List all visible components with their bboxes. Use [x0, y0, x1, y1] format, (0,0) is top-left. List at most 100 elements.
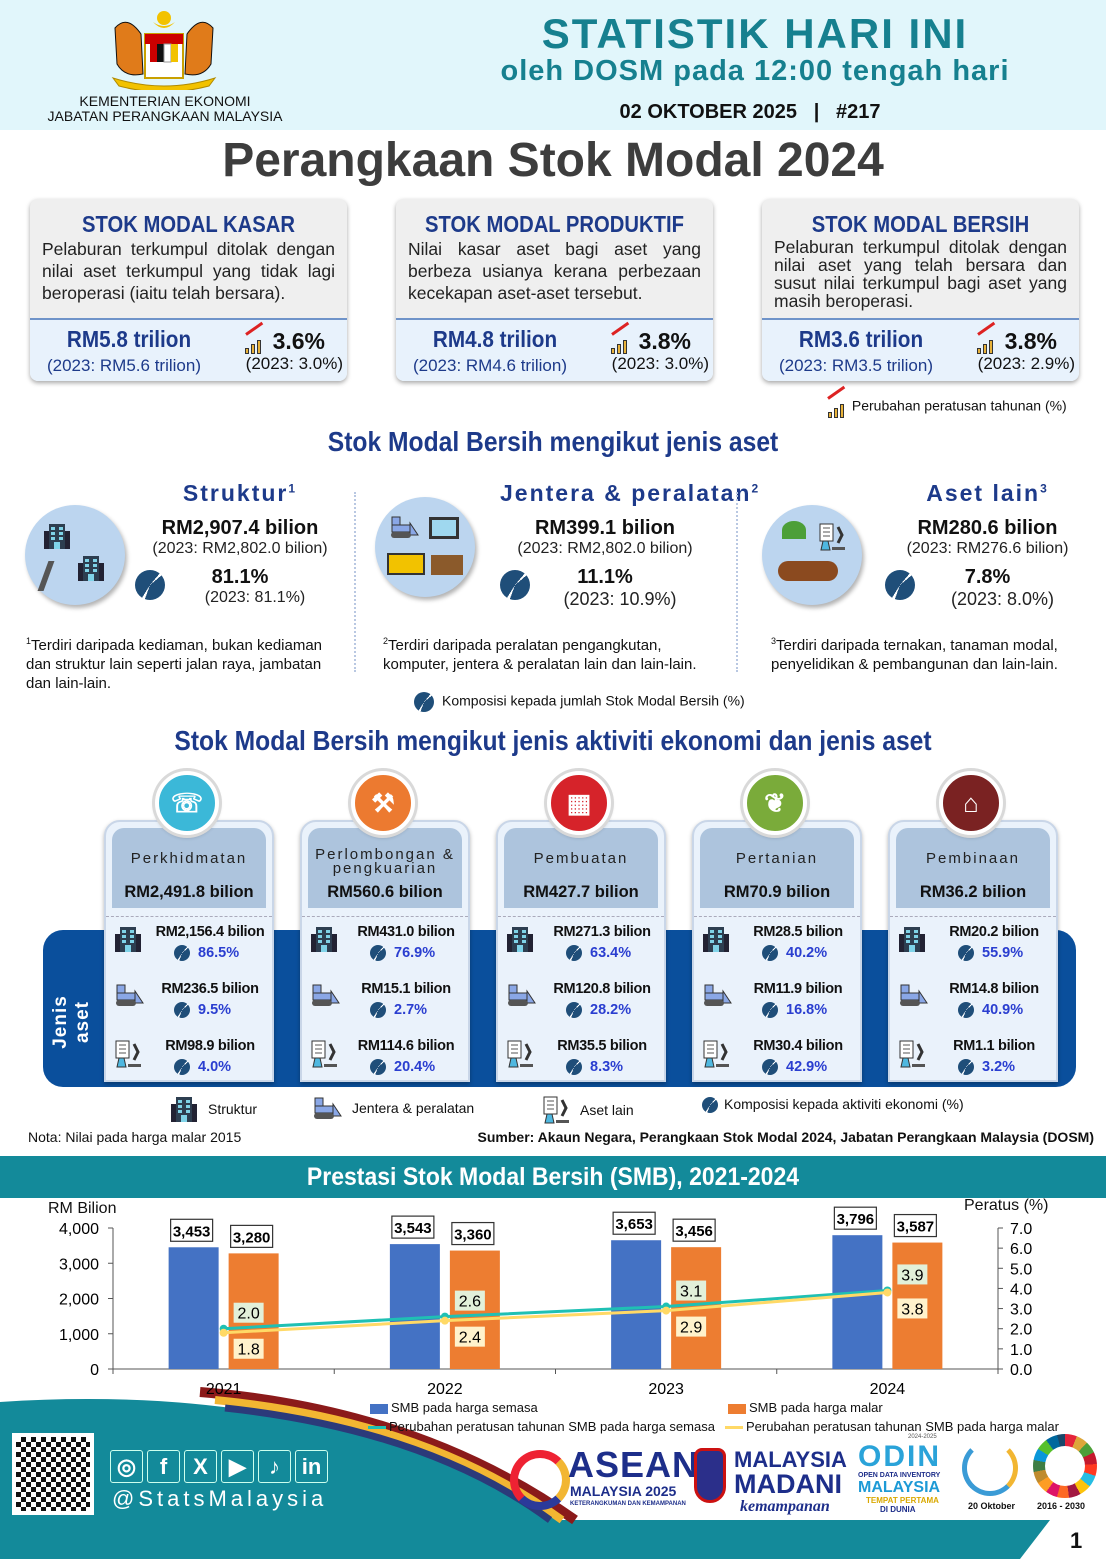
activity-header: Pembuatan RM427.7 bilion: [504, 828, 658, 908]
x-icon[interactable]: X: [184, 1450, 217, 1483]
asset-row-value: RM35.5 bilion: [557, 1038, 647, 1054]
composition-legend: Komposisi kepada jumlah Stok Modal Bersi…: [414, 692, 745, 712]
header-title: STATISTIK HARI INI: [541, 10, 969, 57]
asset-row-pct: 4.0%: [174, 1059, 231, 1076]
social-handle[interactable]: @StatsMalaysia: [112, 1486, 328, 1511]
asean-logo-sub: MALAYSIA 2025: [570, 1483, 677, 1499]
footnote-text: Terdiri daripada kediaman, bukan kediama…: [26, 637, 323, 692]
card-prev-value: (2023: RM4.6 trilion): [412, 356, 567, 375]
footnote-text: Terdiri daripada peralatan pengangkutan,…: [383, 637, 697, 673]
line-value-label: 1.8: [238, 1342, 260, 1359]
card-title: STOK MODAL BERSIH: [811, 211, 1030, 237]
card-stats: RM3.6 trilion (2023: RM3.5 trilion) 3.8%…: [762, 318, 1079, 381]
stock-card: STOK MODAL KASAR Pelaburan terkumpul dit…: [30, 199, 347, 381]
bulldozer-icon: [702, 983, 732, 1012]
asset-value: RM399.1 bilion: [534, 517, 676, 539]
instagram-icon[interactable]: ◎: [110, 1450, 143, 1483]
bulldozer-icon: [898, 983, 928, 1012]
asset-row: RM2,156.4 bilion 86.5%: [114, 924, 268, 974]
pie-icon: [370, 1059, 386, 1076]
asset-row-pct-value: 16.8%: [786, 1002, 828, 1018]
asset-pct-block: 11.1% (2023: 10.9%): [500, 566, 710, 610]
asset-prev-value: (2023: RM2,802.0 bilion): [517, 540, 693, 557]
asset-row: RM236.5 bilion 9.5%: [114, 981, 268, 1031]
header-subtitle: oleh DOSM pada 12:00 tengah hari: [500, 55, 1010, 87]
asset-row-value: RM11.9 bilion: [753, 981, 843, 997]
card-pct: 3.8%: [976, 321, 1057, 355]
footnote-number: 1: [26, 636, 32, 646]
asset-row-pct: 3.2%: [958, 1059, 1015, 1076]
lab-icon: [114, 1040, 142, 1073]
bulldozer-icon: [312, 1096, 342, 1123]
asset-row-pct: 8.3%: [566, 1059, 623, 1076]
asset-row-pct: 20.4%: [370, 1059, 435, 1076]
bar-value-label: 3,453: [173, 1223, 211, 1240]
building-icon: [114, 926, 142, 957]
asset-footnote: 3Terdiri daripada ternakan, tanaman moda…: [771, 632, 1091, 674]
asset-pct-prev: (2023: 8.0%): [950, 589, 1055, 609]
card-prev-value: (2023: RM3.5 trilion): [778, 356, 933, 375]
youtube-icon[interactable]: ▶: [221, 1450, 254, 1483]
asset-row-pct-value: 4.0%: [198, 1059, 232, 1075]
card-title: STOK MODAL KASAR: [82, 211, 295, 237]
facebook-icon[interactable]: f: [147, 1450, 180, 1483]
asset-name: Aset lain3: [885, 480, 1090, 507]
card-title: STOK MODAL PRODUKTIF: [424, 211, 684, 237]
pie-icon: [414, 692, 434, 712]
asset-row: RM1.1 bilion 3.2%: [898, 1038, 1052, 1088]
y2-axis-label: Peratus (%): [964, 1197, 1049, 1214]
legend-bar-malar: SMB pada harga malar: [728, 1400, 883, 1415]
tiktok-icon[interactable]: ♪: [258, 1450, 291, 1483]
line-series: [223, 1288, 888, 1331]
asset-row-value: RM431.0 bilion: [357, 924, 455, 940]
growth-chart-icon: [976, 321, 998, 354]
note-text: Nota: Nilai pada harga malar 2015: [28, 1129, 242, 1145]
line-value-label: 3.8: [901, 1301, 923, 1318]
pie-icon: [762, 945, 778, 962]
asset-row-value: RM30.4 bilion: [753, 1038, 843, 1054]
asset-row-pct: 2.7%: [370, 1002, 427, 1019]
line-series: [223, 1290, 888, 1335]
legend-label: Aset lain: [580, 1102, 634, 1119]
asset-row-value: RM236.5 bilion: [161, 981, 259, 997]
smb-chart: 0 1,000 2,000 3,000 4,000 0.0 1.0 2.0 3.0 4.0 5.0 6…: [59, 1206, 1032, 1398]
pie-icon: [566, 1059, 582, 1076]
asset-row-value: RM114.6 bilion: [357, 1038, 455, 1054]
asset-pct-block: 7.8% (2023: 8.0%): [885, 566, 1090, 610]
line-value-label: 2.6: [459, 1294, 481, 1311]
line-label-box: [233, 1302, 264, 1323]
legend-line-malar: Perubahan peratusan tahunan SMB pada har…: [725, 1419, 1059, 1434]
qr-code[interactable]: [12, 1433, 94, 1515]
asset-row-value: RM2,156.4 bilion: [155, 924, 265, 940]
legend-label: Perubahan peratusan tahunan SMB pada har…: [389, 1419, 715, 1434]
odin-logo: ODIN: [858, 1440, 941, 1473]
pct-change-legend: Perubahan peratusan tahunan (%): [826, 385, 1067, 418]
linkedin-icon[interactable]: in: [295, 1450, 328, 1483]
lab-icon: [702, 1040, 730, 1073]
card-pct-prev: (2023: 3.0%): [245, 354, 343, 373]
legend-struktur: Struktur: [170, 1096, 257, 1125]
legend-line-semasa: Perubahan peratusan tahunan SMB pada har…: [368, 1419, 715, 1434]
building-icon: [310, 926, 338, 957]
pie-icon: [174, 1002, 190, 1019]
asset-row-pct-value: 55.9%: [982, 945, 1024, 961]
ministry-name: KEMENTERIAN EKONOMI: [79, 93, 251, 109]
asset-illustration: [375, 497, 475, 597]
bar-label-box: [672, 1218, 716, 1242]
asset-row: RM20.2 bilion 55.9%: [898, 924, 1052, 974]
legend-swatch: [370, 1403, 388, 1414]
asset-summary: Jentera & peralatan2 RM399.1 bilion (202…: [500, 480, 758, 610]
y-axis-label: RM Bilion: [48, 1200, 117, 1217]
y-tick-label: 2,000: [59, 1292, 99, 1309]
activity-header: Perkhidmatan RM2,491.8 bilion: [112, 828, 266, 908]
y-tick-label: 3,000: [59, 1256, 99, 1273]
asset-row: RM30.4 bilion 42.9%: [702, 1038, 856, 1088]
activity-section-title: Stok Modal Bersih mengikut jenis aktivit…: [174, 725, 932, 756]
activity-header: Perlombongan & pengkuarian RM560.6 bilio…: [308, 828, 462, 908]
legend-label: Komposisi kepada aktiviti ekonomi (%): [724, 1096, 964, 1112]
publication-date: 02 OKTOBER 2025: [619, 101, 798, 123]
department-name: JABATAN PERANGKAAN MALAYSIA: [47, 108, 283, 124]
card-value: RM4.8 trilion: [432, 326, 558, 352]
line-label-box: [676, 1280, 707, 1301]
odin-text-4: DI DUNIA: [880, 1505, 916, 1514]
